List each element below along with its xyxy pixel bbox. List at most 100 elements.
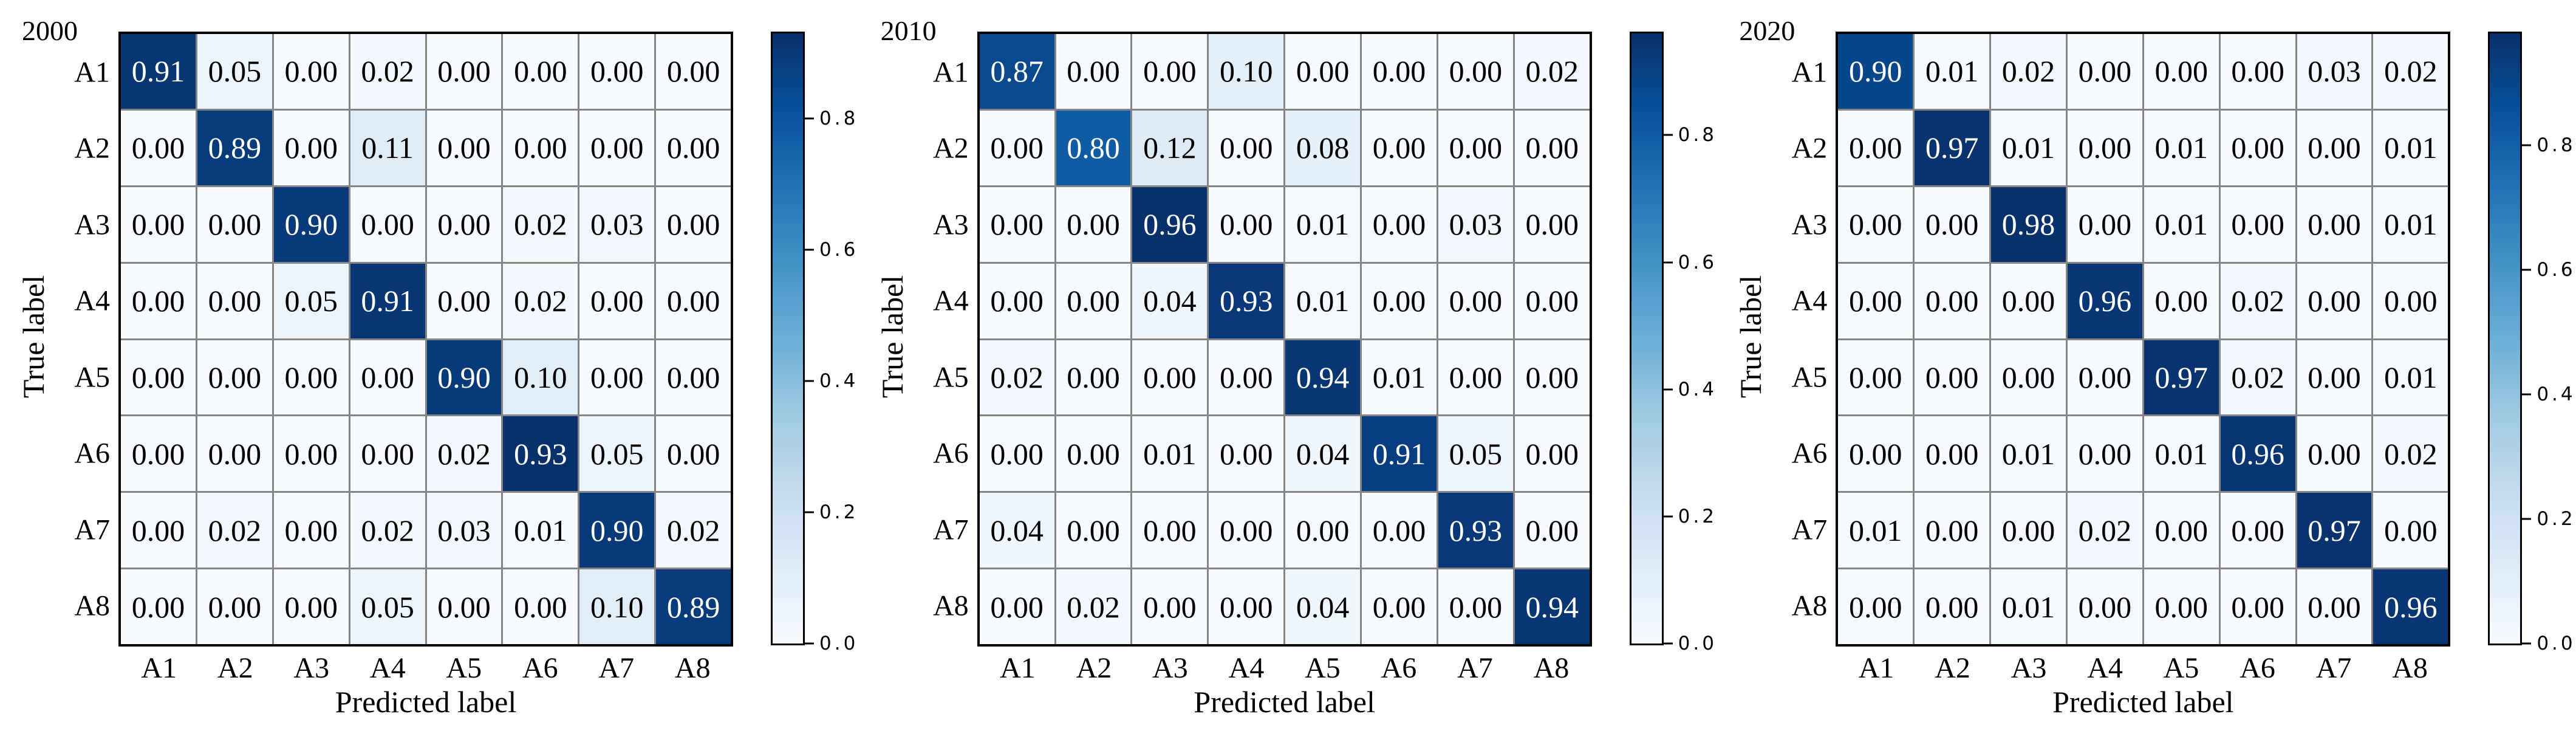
matrix-cell: 0.00 [979, 569, 1054, 644]
matrix-cell: 0.00 [503, 34, 578, 109]
x-tick-label: A1 [141, 652, 177, 684]
matrix-cell: 0.00 [1362, 34, 1437, 109]
matrix-cell: 0.00 [2067, 340, 2142, 415]
matrix-cell: 0.00 [2297, 340, 2372, 415]
matrix-cell: 0.00 [1285, 493, 1361, 568]
x-tick-label: A6 [2239, 652, 2275, 684]
x-tick-label: A4 [369, 652, 406, 684]
colorbar-tick-mark [1663, 261, 1673, 263]
matrix-cell: 0.97 [2144, 340, 2219, 415]
matrix-cell: 0.05 [273, 263, 349, 338]
y-tick-label: A2 [1791, 132, 1828, 165]
x-axis-label: Predicted label [335, 685, 517, 719]
matrix-cell: 0.00 [121, 110, 196, 185]
matrix-cell: 0.00 [656, 110, 731, 185]
matrix-cell: 0.89 [656, 569, 731, 644]
matrix-cell: 0.90 [1838, 34, 1913, 109]
matrix-cell: 0.00 [2297, 263, 2372, 338]
matrix-cell: 0.00 [2220, 569, 2295, 644]
matrix-cell: 0.01 [2144, 416, 2219, 492]
matrix-cell: 0.00 [1209, 110, 1284, 185]
matrix-cell: 0.00 [2067, 110, 2142, 185]
matrix-cell: 0.03 [2297, 34, 2372, 109]
matrix-cell: 0.00 [426, 110, 502, 185]
matrix-cell: 0.93 [1209, 263, 1284, 338]
matrix-cell: 0.00 [1209, 187, 1284, 262]
matrix-cell: 0.00 [1991, 493, 2066, 568]
matrix-cell: 0.00 [1915, 263, 1990, 338]
matrix-cell: 0.04 [1285, 569, 1361, 644]
matrix-cell: 0.02 [1991, 34, 2066, 109]
panel-2010: 2010 True label A1 A2 A3 A4 A5 A6 A7 A8 0.87 0.0… [859, 0, 1718, 731]
matrix-cell: 0.00 [979, 187, 1054, 262]
matrix-cell: 0.00 [350, 340, 425, 415]
matrix-cell: 0.00 [503, 110, 578, 185]
matrix-cell: 0.00 [2144, 493, 2219, 568]
matrix-cell: 0.00 [1209, 493, 1284, 568]
matrix-cell: 0.00 [2220, 110, 2295, 185]
colorbar-tick-mark [805, 117, 814, 120]
matrix-cell: 0.00 [1915, 340, 1990, 415]
colorbar-tick-label: 0.4 [2537, 383, 2576, 406]
matrix-cell: 0.00 [1838, 340, 1913, 415]
matrix-cell: 0.96 [2067, 263, 2142, 338]
matrix-cell: 0.00 [579, 34, 655, 109]
y-tick-label: A7 [932, 513, 969, 546]
matrix-cell: 0.02 [2373, 416, 2448, 492]
matrix-cell: 0.02 [1514, 34, 1590, 109]
y-tick-label: A4 [1791, 284, 1828, 317]
matrix-cell: 0.00 [579, 110, 655, 185]
matrix-cell: 0.05 [350, 569, 425, 644]
matrix-cell: 0.00 [1362, 569, 1437, 644]
matrix-cell: 0.91 [1362, 416, 1437, 492]
x-tick-label: A4 [2087, 652, 2123, 684]
matrix-cell: 0.00 [2220, 34, 2295, 109]
matrix-cell: 0.93 [1438, 493, 1513, 568]
matrix-cell: 0.00 [273, 34, 349, 109]
matrix-cell: 0.00 [273, 493, 349, 568]
panel-2020: 2020 True label A1 A2 A3 A4 A5 A6 A7 A8 0.90 0.0… [1717, 0, 2576, 731]
matrix-cell: 0.02 [2067, 493, 2142, 568]
colorbar-tick-label: 0.0 [2537, 633, 2576, 654]
matrix-cell: 0.00 [1056, 34, 1131, 109]
colorbar-tick-label: 0.6 [1678, 251, 1717, 273]
y-tick-label: A7 [74, 513, 110, 546]
colorbar-tick-label: 0.8 [2537, 134, 2576, 157]
colorbar-tick-mark [1663, 642, 1673, 645]
matrix-cell: 0.00 [1209, 340, 1284, 415]
matrix-cell: 0.00 [197, 569, 272, 644]
matrix-cell: 0.00 [1991, 340, 2066, 415]
matrix-cell: 0.01 [2373, 187, 2448, 262]
y-tick-label: A1 [932, 56, 969, 89]
matrix-cell: 0.01 [2373, 110, 2448, 185]
y-tick-label: A2 [74, 132, 110, 165]
matrix-cell: 0.01 [1915, 34, 1990, 109]
matrix-cell: 0.00 [979, 110, 1054, 185]
matrix-cell: 0.01 [1285, 187, 1361, 262]
matrix-cell: 0.00 [1438, 569, 1513, 644]
matrix-cell: 0.90 [426, 340, 502, 415]
x-tick-label: A1 [1000, 652, 1036, 684]
x-tick-label: A8 [674, 652, 711, 684]
matrix-cell: 0.05 [197, 34, 272, 109]
matrix-cell: 0.97 [2297, 493, 2372, 568]
matrix-cell: 0.02 [503, 263, 578, 338]
matrix-cell: 0.00 [2067, 187, 2142, 262]
matrix-cell: 0.02 [2220, 263, 2295, 338]
matrix-cell: 0.80 [1056, 110, 1131, 185]
y-tick-label: A5 [1791, 361, 1828, 394]
matrix-cell: 0.94 [1514, 569, 1590, 644]
matrix-cell: 0.00 [426, 187, 502, 262]
y-tick-label: A8 [1791, 589, 1828, 622]
panel-title: 2010 [880, 15, 937, 46]
x-tick-label: A7 [1457, 652, 1493, 684]
matrix-cell: 0.01 [2373, 340, 2448, 415]
matrix-cell: 0.00 [121, 416, 196, 492]
y-tick-label: A8 [74, 589, 110, 622]
matrix-cell: 0.00 [121, 187, 196, 262]
x-tick-label: A2 [1935, 652, 1970, 684]
matrix-cell: 0.00 [121, 493, 196, 568]
colorbar-tick-mark [805, 642, 814, 645]
matrix-cell: 0.00 [1362, 187, 1437, 262]
y-tick-label: A6 [932, 437, 969, 470]
